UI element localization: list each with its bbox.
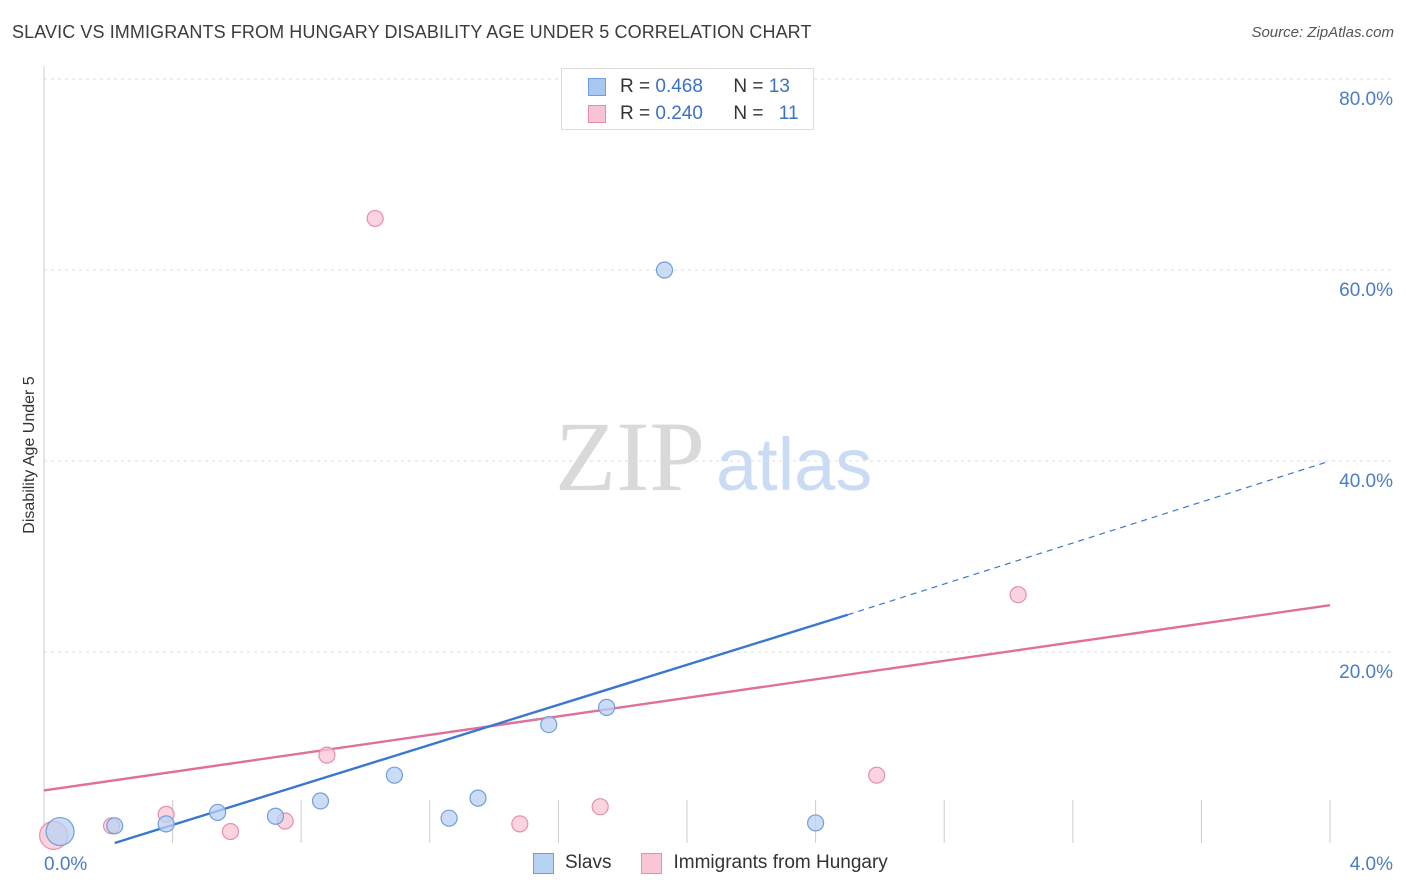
y-tick-label-60: 60.0% xyxy=(1339,280,1393,301)
slavs-point-8 xyxy=(469,789,487,807)
y-tick-labels: 20.0% 40.0% 60.0% 80.0% xyxy=(1339,89,1393,683)
y-tick-label-20: 20.0% xyxy=(1339,662,1393,683)
trend-lines xyxy=(43,460,1331,845)
legend-n-value-slavs: 13 xyxy=(768,76,790,97)
slavs-point-2 xyxy=(157,815,175,833)
legend-row-slavs: R = 0.468 N = 13 xyxy=(588,75,790,99)
watermark: ZIP atlas xyxy=(555,401,872,512)
legend-label-hungary: Immigrants from Hungary xyxy=(673,852,888,873)
x-tick-marks xyxy=(172,800,1331,843)
source-label: Source: ZipAtlas.com xyxy=(1251,24,1394,41)
hungary-point-10 xyxy=(1009,586,1027,604)
legend-n-label: N = xyxy=(733,76,764,97)
legend-r-value-slavs: 0.468 xyxy=(655,76,703,97)
slavs-point-6 xyxy=(385,766,404,784)
slavs-point-5 xyxy=(311,792,330,810)
y-axis-title: Disability Age Under 5 xyxy=(21,376,38,534)
legend-n-label: N = xyxy=(733,103,764,124)
legend-r-label: R = xyxy=(620,103,651,124)
y-tick-label-80: 80.0% xyxy=(1339,89,1393,110)
hungary-point-8 xyxy=(591,798,609,816)
data-points xyxy=(39,209,1027,850)
chart-title: SLAVIC VS IMMIGRANTS FROM HUNGARY DISABI… xyxy=(12,22,812,42)
grid-lines xyxy=(44,78,1393,653)
trend-line-slavs xyxy=(114,613,849,845)
hungary-swatch xyxy=(588,105,606,123)
watermark-zip: ZIP xyxy=(555,401,705,512)
slavs-point-11 xyxy=(655,261,674,279)
hungary-point-5 xyxy=(318,746,336,764)
legend-r-value-hungary: 0.240 xyxy=(655,103,703,124)
hungary-legend-swatch xyxy=(641,852,663,874)
correlation-legend: R = 0.468 N = 13 R = 0.240 N = 11 xyxy=(561,68,814,130)
slavs-point-0 xyxy=(45,816,75,847)
legend-label-slavs: Slavs xyxy=(565,852,612,873)
trend-line-hungary xyxy=(43,604,1331,792)
slavs-point-1 xyxy=(106,817,124,835)
legend-item-hungary[interactable]: Immigrants from Hungary xyxy=(641,852,888,874)
x-tick-label-max: 4.0% xyxy=(1350,854,1393,875)
hungary-point-6 xyxy=(366,209,384,228)
legend-n-value-hungary: 11 xyxy=(778,103,799,124)
hungary-point-9 xyxy=(868,766,886,784)
legend-r-label: R = xyxy=(620,76,651,97)
legend-row-hungary: R = 0.240 N = 11 xyxy=(588,102,799,126)
trend-line-slavs-extension xyxy=(847,460,1331,616)
slavs-point-12 xyxy=(806,814,825,832)
slavs-point-10 xyxy=(598,698,616,716)
series-legend: Slavs Immigrants from Hungary xyxy=(533,852,918,874)
slavs-point-3 xyxy=(209,803,227,822)
y-tick-label-40: 40.0% xyxy=(1339,471,1393,492)
watermark-atlas: atlas xyxy=(716,423,872,506)
slavs-point-4 xyxy=(266,807,285,825)
legend-item-slavs[interactable]: Slavs xyxy=(533,852,611,874)
hungary-point-3 xyxy=(221,822,240,841)
hungary-point-7 xyxy=(511,815,529,833)
slavs-point-7 xyxy=(440,809,458,827)
slavs-point-9 xyxy=(540,715,558,734)
slavs-legend-swatch xyxy=(533,852,554,874)
x-tick-label-min: 0.0% xyxy=(44,854,87,875)
slavs-swatch xyxy=(588,78,606,96)
